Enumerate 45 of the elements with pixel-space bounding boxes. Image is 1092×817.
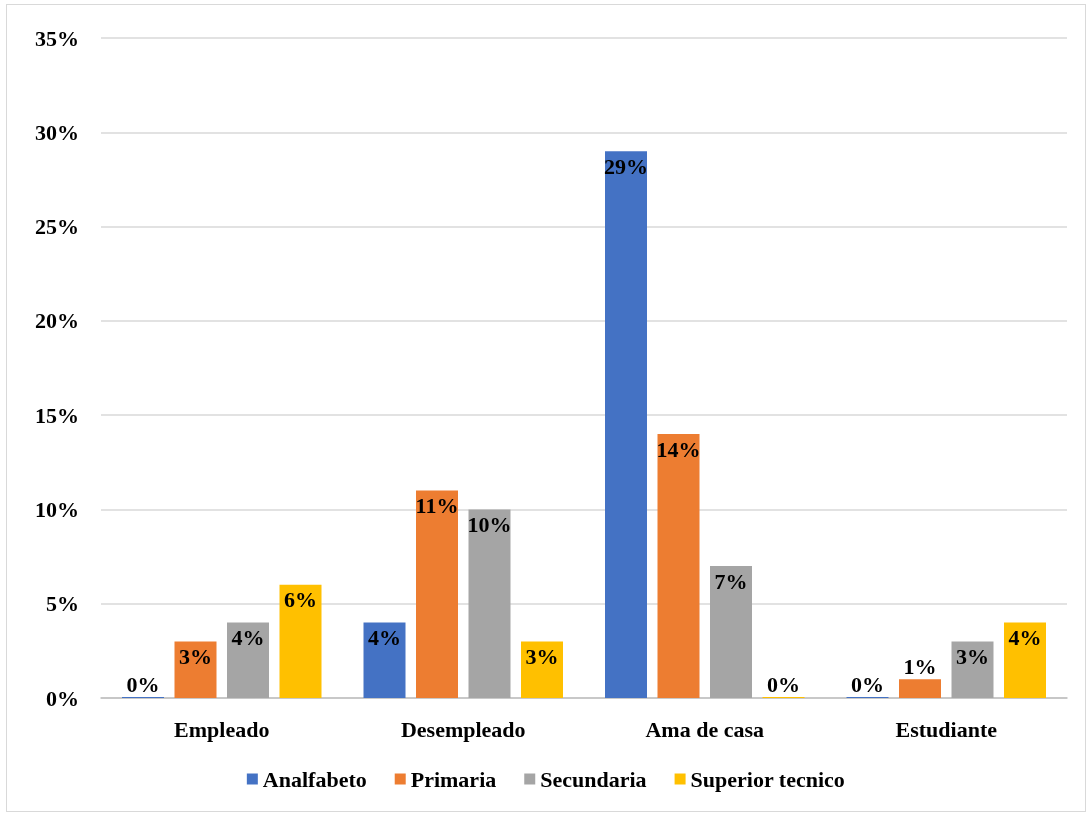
- y-tick-label: 25%: [35, 214, 79, 240]
- bar: [657, 434, 700, 698]
- legend-label: Secundaria: [540, 766, 647, 792]
- data-label: 6%: [284, 587, 317, 613]
- data-label: 7%: [714, 568, 748, 594]
- data-label: 3%: [956, 643, 989, 669]
- x-tick-label: Desempleado: [400, 716, 526, 742]
- bar: [951, 641, 994, 698]
- bar: [174, 641, 217, 698]
- data-label: 0%: [767, 671, 800, 697]
- data-label: 4%: [368, 625, 401, 651]
- data-label: 0%: [851, 671, 884, 697]
- x-tick-label: Estudiante: [895, 716, 998, 742]
- legend-label: Analfabeto: [262, 766, 367, 792]
- data-label: 4%: [1008, 625, 1042, 651]
- bar: [416, 490, 458, 698]
- y-tick-label: 10%: [35, 496, 79, 522]
- data-label: 29%: [604, 153, 648, 179]
- x-tick-label: Empleado: [174, 716, 270, 742]
- data-label: 14%: [656, 436, 701, 462]
- legend-label: Primaria: [410, 766, 497, 792]
- data-label: 4%: [231, 625, 265, 651]
- bar: [468, 509, 511, 698]
- bar: [710, 566, 752, 698]
- data-label: 11%: [415, 493, 459, 519]
- bar: [605, 151, 647, 698]
- y-tick-label: 5%: [46, 591, 79, 617]
- y-tick-label: 15%: [35, 402, 79, 428]
- x-tick-label: Ama de casa: [645, 716, 765, 742]
- data-label: 10%: [467, 511, 512, 537]
- bar: [899, 679, 941, 698]
- bar: [227, 622, 269, 698]
- legend-label: Superior tecnico: [690, 766, 845, 792]
- y-tick-label: 0%: [46, 685, 79, 711]
- data-label: 3%: [179, 643, 212, 669]
- bar: [279, 584, 322, 698]
- data-label: 1%: [903, 653, 937, 679]
- bar: [363, 622, 406, 698]
- data-label: 0%: [126, 671, 160, 697]
- data-label: 3%: [525, 643, 559, 669]
- y-tick-label: 30%: [35, 119, 79, 145]
- bar: [1004, 622, 1046, 698]
- bar: [521, 641, 563, 698]
- y-tick-label: 35%: [35, 25, 79, 51]
- y-tick-label: 20%: [35, 308, 79, 334]
